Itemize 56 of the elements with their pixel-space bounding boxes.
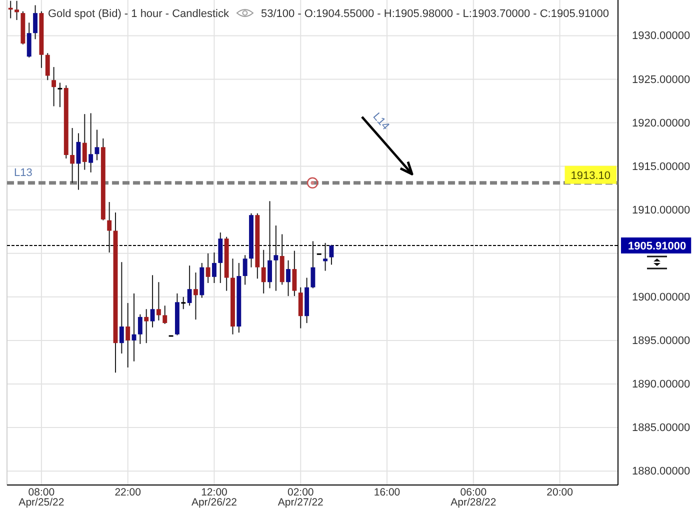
y-tick-label: 1930.00000: [632, 30, 690, 42]
candlestick: [206, 252, 210, 284]
y-tick-label: 1880.00000: [632, 466, 690, 478]
candlestick: [261, 249, 266, 294]
annotation: L14: [370, 110, 392, 132]
annotation: 1913.10: [570, 170, 611, 182]
candlestick: [88, 112, 94, 173]
candlestick: [82, 114, 87, 170]
ref-line-label: L13: [14, 166, 32, 179]
y-tick-label: 1895.00000: [632, 334, 690, 347]
x-tick-label: 20:00: [546, 486, 574, 498]
candlestick: [156, 282, 161, 321]
y-tick-label: 1925.00000: [632, 74, 690, 86]
candlestick: [70, 128, 75, 184]
x-tick-label: 08:00 Apr/25/22: [18, 486, 64, 508]
text: Gold spot (Bid) - 1 hour - Candlestick: [48, 8, 230, 20]
candlestick: [45, 52, 50, 81]
x-tick-label: 22:00: [114, 486, 142, 498]
candlestick: [138, 314, 142, 344]
text: 53/100 - O:1904.55000 - H:1905.98000 - L:1903.70000 - C:1905.91000: [260, 8, 609, 20]
candlestick: [194, 272, 198, 320]
candlestick: [329, 244, 334, 266]
y-tick-label: 1920.00000: [632, 117, 690, 130]
candlestick: [14, 0, 19, 21]
candlestick: [150, 274, 155, 328]
x-tick-label: 02:00 Apr/27/22: [278, 486, 324, 508]
candlestick: [298, 286, 303, 329]
candlestick: [310, 240, 316, 289]
candlestick: [242, 254, 248, 286]
y-tick-label: 1890.00000: [632, 378, 690, 391]
candlestick: [144, 308, 149, 344]
candlestick: [58, 82, 62, 108]
candlestick: [119, 262, 124, 354]
candlestick: [52, 66, 56, 107]
candlestick: [126, 302, 130, 368]
y-tick-label: 1900.00000: [632, 291, 690, 304]
x-tick-label: 06:00 Apr/28/22: [450, 486, 496, 508]
candlestick: [187, 265, 192, 306]
candlestick: [33, 4, 38, 40]
ref-line-label: 1905.91000: [628, 240, 686, 252]
y-tick-label: 1915.00000: [632, 160, 690, 173]
candlestick: [94, 129, 100, 161]
x-tick-label: 16:00: [374, 486, 400, 498]
candlestick: [162, 305, 168, 324]
x-tick-label: 12:00 Apr/26/22: [191, 486, 238, 508]
candlestick: [286, 260, 290, 297]
candlestick: [107, 202, 112, 254]
candlestick: [274, 225, 278, 292]
candlestick: [181, 296, 186, 310]
candlestick: [292, 250, 297, 297]
y-tick-label: 1885.00000: [632, 422, 690, 434]
y-tick-label: 1910.00000: [632, 204, 690, 216]
candlestick: [268, 200, 272, 289]
candlestick: [323, 242, 328, 272]
candlestick: [212, 252, 216, 284]
candlestick: [26, 22, 32, 58]
